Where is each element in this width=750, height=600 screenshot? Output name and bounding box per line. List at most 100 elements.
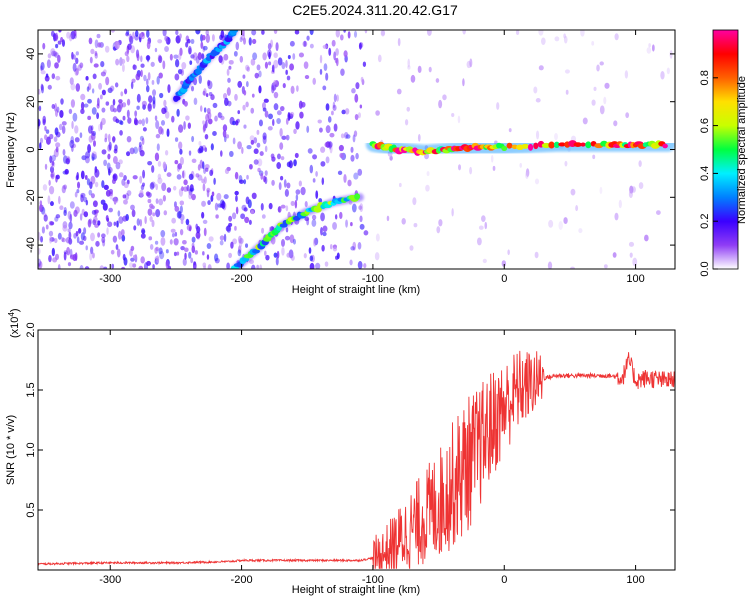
spectrogram-speckle (184, 252, 187, 260)
spectrogram-speckle (105, 101, 110, 106)
spectrogram-speckle (121, 178, 126, 186)
spectrogram-speckle (209, 169, 214, 177)
spectrogram-speckle (77, 181, 81, 189)
spectrogram-speckle (140, 63, 145, 68)
spectrogram-speckle (363, 230, 369, 236)
spectrogram-speckle (130, 257, 135, 262)
spectrogram-speckle (138, 145, 142, 153)
spectrogram-speckle (223, 92, 228, 100)
spectrogram-speckle (535, 130, 540, 140)
spectrogram-speckle (205, 93, 209, 98)
spectrogram-speckle (604, 82, 610, 89)
spectrogram-speckle (122, 115, 126, 121)
spectrogram-speckle (48, 235, 53, 244)
spectrogram-speckle (249, 163, 253, 170)
spectrogram-speckle (206, 189, 210, 198)
spectrogram-speckle (203, 107, 207, 113)
spectrogram-x-ticks: -300 -200 -100 0 100 (99, 30, 645, 285)
spectrogram-speckle (122, 215, 128, 222)
spectrogram-speckle (96, 97, 100, 107)
spectrogram-speckle (332, 246, 338, 252)
spectrogram-speckle (533, 86, 538, 94)
spectrogram-speckle (281, 246, 285, 256)
spectrogram-speckle (603, 264, 608, 269)
spectrogram-speckle (67, 228, 71, 233)
spectrogram-speckle (143, 74, 147, 82)
spectrogram-speckle (262, 132, 267, 140)
spectrogram-speckle (178, 53, 182, 61)
spectrogram-speckle (288, 113, 294, 119)
spectrogram-speckle (181, 62, 187, 70)
spectrogram-speckle (112, 108, 117, 113)
spectrogram-speckle (91, 107, 97, 115)
spectrogram-speckle (349, 259, 353, 266)
spectrogram-speckle (39, 137, 44, 144)
spectrogram-speckle (96, 112, 100, 120)
spectrogram-speckle (55, 146, 59, 153)
spectrogram-speckle (374, 252, 380, 261)
snr-plot-area (38, 330, 675, 570)
y-tick-label: 0 (25, 146, 37, 152)
spectrogram-speckle (264, 110, 269, 118)
spectrogram-speckle (179, 33, 182, 39)
spectrogram-speckle (75, 51, 79, 56)
spectrogram-speckle (397, 37, 401, 47)
colorbar-tick-label: 0.4 (699, 166, 711, 181)
spectrogram-speckle (171, 115, 175, 123)
spectrogram-speckle (118, 216, 124, 224)
spectrogram-speckle (564, 69, 570, 74)
spectrogram-speckle (508, 128, 512, 133)
spectrogram-speckle (136, 105, 140, 110)
spectrogram-speckle (148, 95, 153, 104)
spectrogram-speckle (198, 145, 204, 154)
spectrogram-speckle (201, 34, 206, 41)
x-tick-label: -300 (99, 574, 121, 586)
spectrogram-speckle (302, 40, 308, 47)
spectrogram-speckle (179, 148, 183, 155)
spectrogram-speckle (325, 103, 330, 111)
spectrogram-speckle (170, 228, 176, 233)
spectrogram-speckle (87, 219, 92, 228)
spectrogram-speckle (580, 30, 585, 37)
spectrogram-speckle (117, 230, 122, 240)
spectrogram-speckle (185, 115, 190, 121)
spectrogram-speckle (115, 58, 120, 66)
spectrogram-speckle (375, 233, 380, 242)
spectrogram-speckle (234, 190, 239, 196)
spectrogram-speckle (271, 85, 275, 94)
spectrogram-speckle (323, 63, 328, 72)
spectrogram-speckle (154, 47, 158, 53)
spectrogram-speckle (325, 125, 331, 134)
spectrogram-speckle (84, 175, 88, 180)
spectrogram-speckle (237, 110, 241, 115)
spectrogram-speckle (192, 52, 198, 61)
spectrogram-speckle (88, 189, 93, 196)
spectrogram-speckle (283, 179, 287, 188)
spectrogram-speckle (276, 162, 282, 170)
spectrogram-speckle (267, 126, 273, 131)
spectrogram-speckle (220, 30, 225, 39)
spectrogram-speckle (68, 231, 72, 240)
spectrogram-speckle (179, 205, 183, 214)
spectrogram-speckle (51, 247, 55, 257)
spectrogram-speckle (75, 83, 81, 92)
y-tick-label: 0.5 (25, 502, 37, 517)
spectrogram-speckle (195, 231, 201, 239)
spectrogram-speckle (338, 144, 344, 152)
spectrogram-speckle (79, 62, 84, 69)
spectrogram-speckle (90, 193, 95, 199)
spectrogram-speckle (174, 137, 179, 142)
spectrogram-speckle (442, 94, 447, 101)
spectrogram-speckle (263, 98, 269, 103)
spectrogram-speckle (563, 217, 568, 224)
spectrogram-speckle (273, 80, 277, 85)
spectrogram-speckle (591, 41, 595, 46)
spectrogram-speckle (139, 189, 144, 198)
spectrogram-speckle (110, 30, 115, 33)
spectrogram-speckle (304, 75, 310, 80)
spectrogram-speckle (47, 195, 51, 205)
spectrogram-speckle (240, 213, 246, 220)
spectrogram-speckle (311, 219, 317, 227)
spectrogram-speckle (118, 99, 123, 104)
spectrogram-speckle (264, 61, 269, 69)
